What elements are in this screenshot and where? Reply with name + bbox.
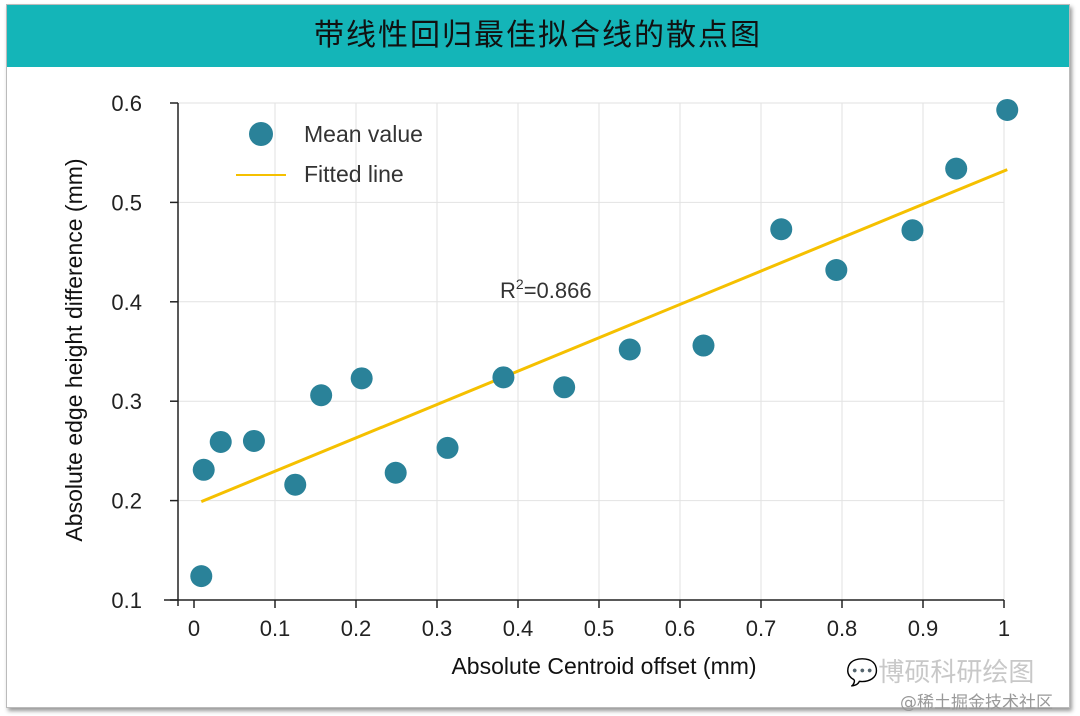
data-point: [242, 429, 265, 452]
data-point: [945, 157, 968, 180]
x-tick-label: 0.4: [503, 616, 534, 641]
data-point: [209, 430, 232, 453]
chart-frame: 带线性回归最佳拟合线的散点图: [6, 4, 1070, 708]
data-point: [190, 565, 213, 588]
chart-title: 带线性回归最佳拟合线的散点图: [7, 5, 1069, 67]
y-tick-label: 0.1: [111, 588, 142, 613]
x-tick-label: 0.9: [908, 616, 939, 641]
legend-label-fit: Fitted line: [304, 161, 404, 187]
watermark-site: @稀土掘金技术社区: [900, 693, 1053, 713]
fitted-line: [200, 168, 1008, 503]
x-tick-label: 0.8: [827, 616, 858, 641]
data-point: [492, 366, 515, 389]
grid: [178, 102, 1005, 600]
y-axis-label: Absolute edge height difference (mm): [61, 158, 87, 541]
data-point: [192, 458, 215, 481]
data-point: [384, 461, 407, 484]
marks: [190, 98, 1019, 588]
data-point: [996, 98, 1019, 121]
x-axis-label: Absolute Centroid offset (mm): [451, 653, 756, 679]
x-tick-label: 0.2: [341, 616, 372, 641]
axes: 0 0.1 0.2 0.3 0.4 0.5 0.6 0.7 0.8 0.9 1 0.1 0.2 0.3 0.…: [111, 91, 1010, 641]
y-tick-label: 0.5: [111, 190, 142, 215]
x-tick-label: 0.3: [422, 616, 453, 641]
data-point: [436, 436, 459, 459]
legend-marker-mean: [249, 122, 273, 146]
x-tick-label: 0.7: [746, 616, 777, 641]
legend: Mean value Fitted line: [236, 121, 423, 187]
wechat-icon: 💬: [846, 658, 879, 688]
legend-label-mean: Mean value: [304, 121, 423, 147]
y-tick-label: 0.4: [111, 290, 142, 315]
data-point: [284, 473, 307, 496]
x-tick-label: 1: [998, 616, 1010, 641]
data-point: [553, 376, 576, 399]
r-squared-annotation: R2=0.866: [500, 276, 592, 303]
watermark-brand: 💬博硕科研绘图: [846, 658, 1035, 688]
data-point: [618, 338, 641, 361]
y-tick-label: 0.2: [111, 489, 142, 514]
data-point: [770, 218, 793, 241]
data-point: [310, 384, 333, 407]
data-point: [350, 367, 373, 390]
x-tick-label: 0: [188, 616, 200, 641]
data-point: [901, 219, 924, 242]
x-tick-label: 0.6: [665, 616, 696, 641]
x-tick-label: 0.1: [260, 616, 291, 641]
y-tick-label: 0.3: [111, 389, 142, 414]
y-tick-label: 0.6: [111, 91, 142, 116]
data-point: [692, 334, 715, 357]
data-point: [825, 258, 848, 281]
x-tick-label: 0.5: [584, 616, 615, 641]
